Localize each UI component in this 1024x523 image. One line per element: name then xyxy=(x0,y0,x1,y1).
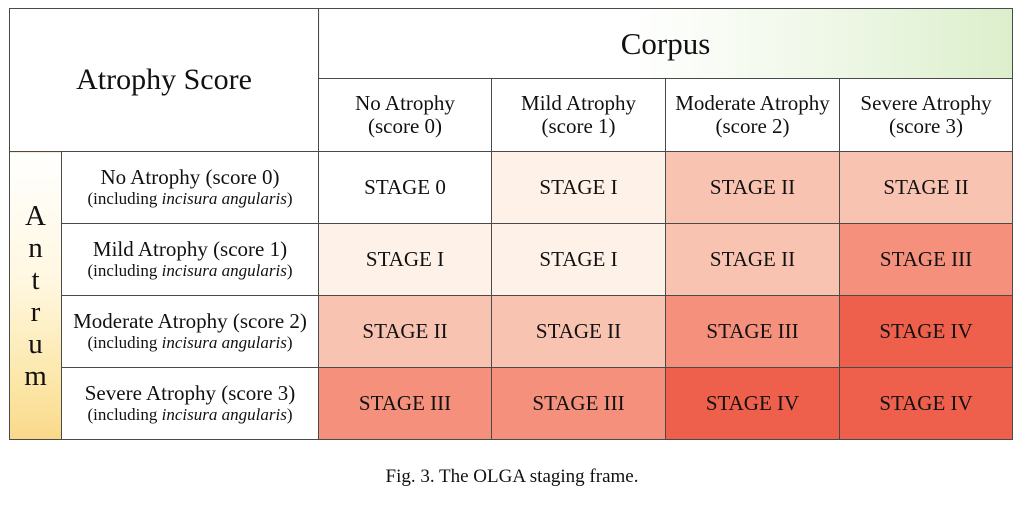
row-header: Moderate Atrophy (score 2) (including in… xyxy=(60,295,320,368)
row-header-note: (including incisura angularis) xyxy=(87,405,293,424)
stage-cell: STAGE II xyxy=(491,295,667,368)
stage-cell: STAGE IV xyxy=(839,295,1014,368)
column-header-line1: Mild Atrophy xyxy=(521,91,636,115)
table-row: Mild Atrophy (score 1) (including incisu… xyxy=(10,223,1014,296)
table-row: Moderate Atrophy (score 2) (including in… xyxy=(10,295,1014,368)
antrum-letter: r xyxy=(30,295,41,328)
stage-cell: STAGE I xyxy=(491,223,667,296)
column-header-line2: (score 0) xyxy=(367,114,443,138)
row-header-label: Moderate Atrophy (score 2) xyxy=(73,309,307,333)
column-header-line1: Severe Atrophy xyxy=(860,91,992,115)
stage-cell: STAGE IV xyxy=(839,367,1014,440)
column-header: Severe Atrophy (score 3) xyxy=(839,78,1014,152)
column-header-line2: (score 3) xyxy=(889,114,964,138)
row-header-note: (including incisura angularis) xyxy=(87,189,293,208)
corpus-header: Corpus xyxy=(318,8,1014,79)
stage-cell: STAGE III xyxy=(318,367,493,440)
row-header-label: Severe Atrophy (score 3) xyxy=(84,381,296,405)
stage-cell: STAGE III xyxy=(839,223,1014,296)
column-header: No Atrophy (score 0) xyxy=(318,78,493,152)
stage-cell: STAGE IV xyxy=(665,367,841,440)
row-header-note: (including incisura angularis) xyxy=(87,261,293,280)
row-header: No Atrophy (score 0) (including incisura… xyxy=(60,151,320,224)
stage-cell: STAGE II xyxy=(665,223,841,296)
antrum-letter: n xyxy=(28,231,43,264)
column-header-line2: (score 1) xyxy=(541,114,616,138)
column-header-line1: No Atrophy xyxy=(355,91,455,115)
antrum-letter: t xyxy=(31,263,40,296)
row-header-label: Mild Atrophy (score 1) xyxy=(92,237,288,261)
stage-cell: STAGE II xyxy=(318,295,493,368)
antrum-letter: m xyxy=(24,359,47,392)
column-header: Mild Atrophy (score 1) xyxy=(491,78,667,152)
column-header-line2: (score 2) xyxy=(715,114,790,138)
table-row: Severe Atrophy (score 3) (including inci… xyxy=(10,367,1014,440)
corpus-column-headers: No Atrophy (score 0) Mild Atrophy (score 1… xyxy=(10,78,1014,152)
stage-cell: STAGE I xyxy=(491,151,667,224)
stage-cell: STAGE III xyxy=(665,295,841,368)
antrum-letter: u xyxy=(28,327,43,360)
stage-cell: STAGE I xyxy=(318,223,493,296)
row-header-note: (including incisura angularis) xyxy=(87,333,293,352)
figure-caption: Fig. 3. The OLGA staging frame. xyxy=(385,466,639,487)
antrum-header: A n t r u m xyxy=(9,151,62,440)
stage-cell: STAGE 0 xyxy=(318,151,493,224)
row-header: Severe Atrophy (score 3) (including inci… xyxy=(60,367,320,440)
table-title: Atrophy Score xyxy=(8,8,320,152)
stage-cell: STAGE III xyxy=(491,367,667,440)
table-row: A n t r u m No Atrophy (score 0) (includ… xyxy=(9,151,1014,440)
olga-staging-table: Atrophy Score Corpus No Atrophy (score 0)… xyxy=(8,8,1014,440)
stage-cell: STAGE II xyxy=(665,151,841,224)
row-header-label: No Atrophy (score 0) xyxy=(100,165,280,189)
stage-cell: STAGE II xyxy=(839,151,1014,224)
column-header-line1: Moderate Atrophy xyxy=(675,91,830,115)
row-header: Mild Atrophy (score 1) (including incisu… xyxy=(60,223,320,296)
antrum-letter: A xyxy=(25,199,46,232)
column-header: Moderate Atrophy (score 2) xyxy=(665,78,841,152)
